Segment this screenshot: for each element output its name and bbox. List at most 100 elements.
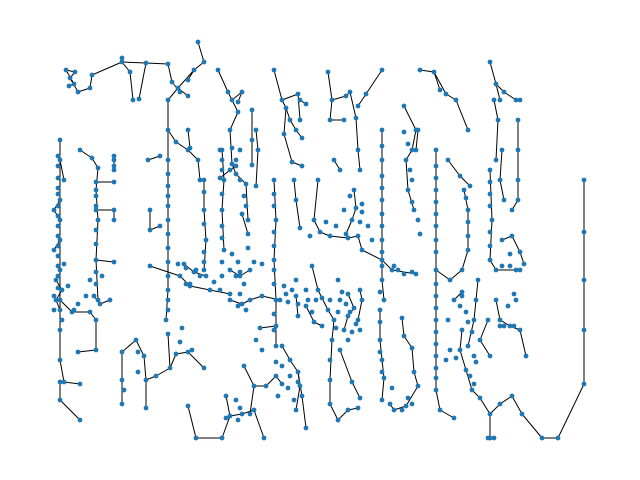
graph-node (311, 217, 317, 223)
graph-node (177, 339, 183, 345)
graph-node (409, 345, 415, 351)
graph-node (473, 359, 479, 365)
graph-node (467, 373, 473, 379)
graph-edge (447, 159, 461, 177)
graph-node (277, 297, 283, 303)
graph-node (325, 69, 331, 75)
graph-node (341, 207, 347, 213)
graph-node (343, 93, 349, 99)
graph-node (399, 407, 405, 413)
graph-node (345, 407, 351, 413)
graph-node (119, 349, 125, 355)
graph-edge (59, 159, 65, 181)
graph-node (55, 175, 61, 181)
graph-node (355, 233, 361, 239)
graph-node (177, 273, 183, 279)
graph-node (247, 297, 253, 303)
graph-node (351, 305, 357, 311)
graph-node (165, 193, 171, 199)
graph-edge (357, 93, 367, 107)
graph-node (303, 425, 309, 431)
graph-edge (167, 129, 177, 143)
graph-node (193, 435, 199, 441)
nodes-layer (51, 39, 587, 441)
graph-edge (381, 377, 385, 401)
graph-node (465, 127, 471, 133)
graph-node (229, 251, 235, 257)
graph-node (273, 297, 279, 303)
graph-node (201, 267, 207, 273)
graph-node (93, 257, 99, 263)
graph-node (469, 329, 475, 335)
graph-edge (149, 265, 181, 277)
graph-node (75, 89, 81, 95)
graph-edge (381, 279, 385, 301)
graph-edge (143, 355, 147, 381)
graph-edge (331, 95, 347, 101)
graph-node (175, 85, 181, 91)
graph-node (289, 159, 295, 165)
graph-node (165, 183, 171, 189)
graph-node (395, 267, 401, 273)
graph-node (183, 281, 189, 287)
graph-node (119, 377, 125, 383)
graph-node (239, 411, 245, 417)
graph-node (247, 411, 253, 417)
graph-edge (489, 61, 497, 85)
graph-node (177, 89, 183, 95)
graph-edge (145, 62, 169, 65)
graph-node (285, 299, 291, 305)
graph-node (217, 147, 223, 153)
graph-edge (241, 213, 249, 235)
graph-edge (381, 359, 385, 379)
graph-node (185, 403, 191, 409)
graph-node (357, 167, 363, 173)
graph-node (465, 207, 471, 213)
graph-node (409, 177, 415, 183)
graph-node (219, 207, 225, 213)
graph-node (451, 297, 457, 303)
graph-node (515, 197, 521, 203)
graph-node (93, 179, 99, 185)
graph-node (279, 381, 285, 387)
graph-node (355, 147, 361, 153)
graph-node (519, 411, 525, 417)
graph-node (273, 373, 279, 379)
graph-node (307, 233, 313, 239)
graph-node (485, 435, 491, 441)
graph-edge (403, 335, 413, 349)
graph-node (539, 435, 545, 441)
graph-node (273, 359, 279, 365)
graph-node (271, 67, 277, 73)
graph-node (379, 143, 385, 149)
graph-node (95, 217, 101, 223)
graph-node (215, 67, 221, 73)
graph-edge (351, 381, 361, 399)
graph-node (185, 77, 191, 83)
graph-node (55, 273, 61, 279)
graph-node (487, 353, 493, 359)
graph-edge (349, 91, 357, 119)
graph-node (417, 231, 423, 237)
graph-edge (521, 413, 543, 439)
graph-node (303, 101, 309, 107)
graph-node (291, 177, 297, 183)
graph-node (201, 249, 207, 255)
graph-edge (405, 159, 409, 191)
graph-node (401, 129, 407, 135)
graph-node (493, 267, 499, 273)
graph-node (227, 413, 233, 419)
graph-node (235, 303, 241, 309)
graph-node (497, 177, 503, 183)
graph-node (89, 155, 95, 161)
graph-node (193, 267, 199, 273)
graph-node (401, 103, 407, 109)
graph-edge (355, 117, 359, 151)
graph-edge (301, 395, 307, 429)
graph-node (379, 223, 385, 229)
graph-node (249, 137, 255, 143)
graph-node (369, 237, 375, 243)
graph-node (487, 59, 493, 65)
graph-node (473, 297, 479, 303)
graph-node (517, 267, 523, 273)
